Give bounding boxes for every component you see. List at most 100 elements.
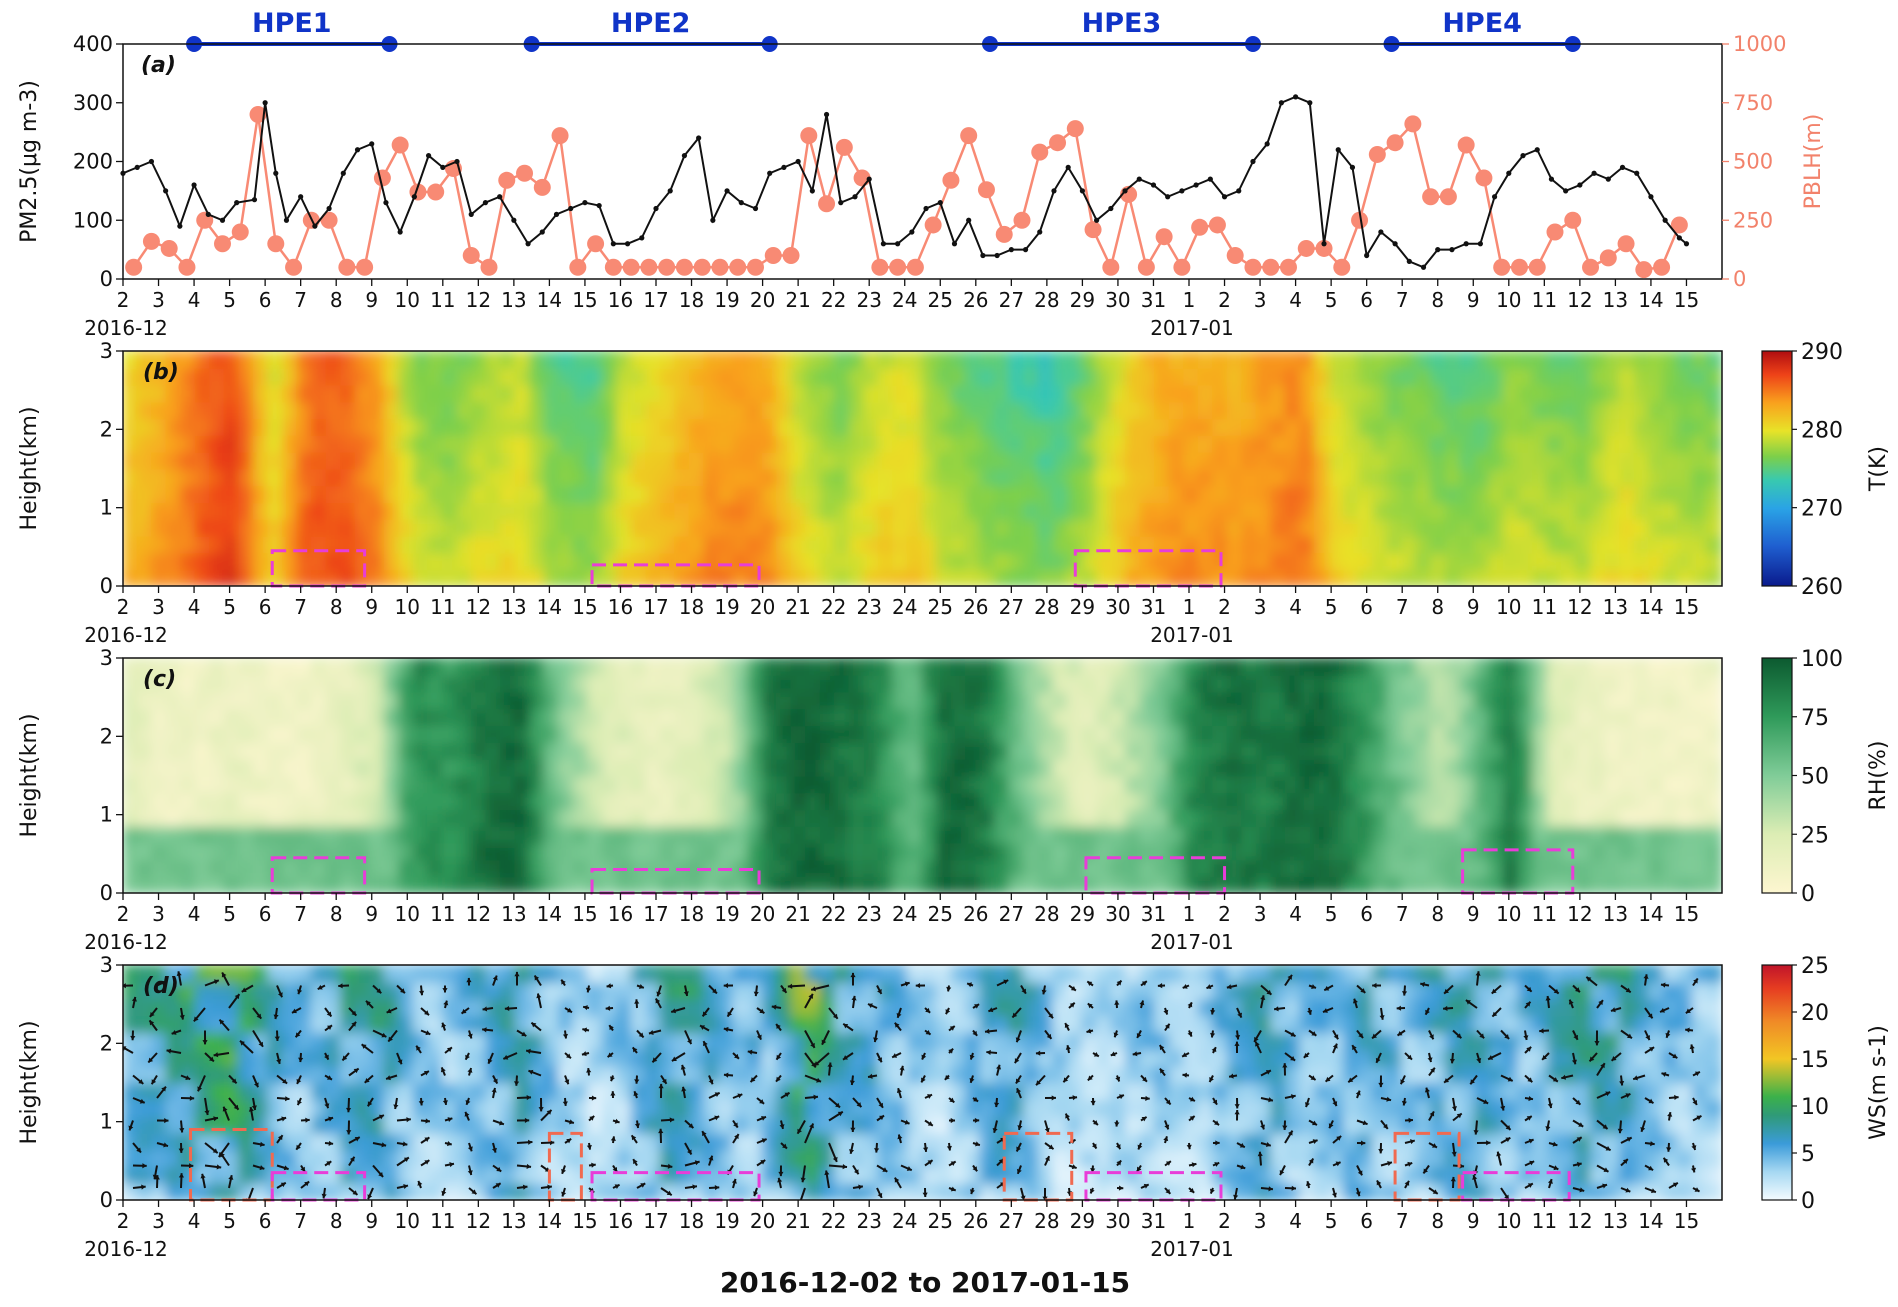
panel-b-cell — [194, 450, 212, 470]
panel-d-cell — [1415, 1182, 1433, 1200]
panel-b-cell — [1706, 433, 1722, 453]
panel-b-cell — [717, 517, 735, 537]
panel-c-cell — [1081, 757, 1098, 777]
panel-b-cell — [892, 450, 909, 470]
panel-d-cell — [892, 1182, 909, 1200]
panel-c-cell — [732, 808, 750, 827]
panel-c-cell — [921, 774, 939, 794]
panel-d-cell — [1386, 1064, 1404, 1084]
panel-c-cell — [717, 673, 735, 693]
panel-b-cell — [1488, 400, 1505, 420]
panel-d-cell — [1343, 980, 1360, 1000]
panel-b-cell — [1328, 484, 1346, 504]
panel-c-cell — [1299, 841, 1316, 861]
panel-d-cell — [470, 1014, 488, 1034]
panel-d-cell — [499, 1182, 517, 1200]
panel-c-cell — [354, 673, 372, 693]
panel-c-cell — [369, 808, 386, 827]
panel-b-cell — [587, 366, 604, 386]
panel-b-cell — [529, 433, 546, 453]
panel-c-cell — [1037, 673, 1055, 693]
panel-c-xtick-label: 3 — [152, 902, 165, 926]
panel-c-cell — [470, 774, 488, 794]
panel-b-cell — [296, 534, 313, 554]
panel-b-cell — [1662, 534, 1680, 554]
panel-c-cell — [601, 858, 619, 878]
panel-b-cell — [470, 417, 488, 436]
panel-d-cell — [863, 1115, 880, 1134]
panel-c-cell — [1255, 724, 1273, 743]
panel-b-cell — [1415, 383, 1433, 403]
panel-d-cell — [834, 997, 851, 1017]
panel-d-cell — [790, 965, 808, 983]
pm25-point — [525, 241, 531, 247]
panel-c-cell — [630, 707, 648, 727]
panel-b-cell — [1023, 501, 1040, 520]
panel-c-cell — [1299, 808, 1316, 827]
panel-c-cell — [1343, 774, 1360, 794]
panel-c-cell — [674, 841, 691, 861]
panel-b-cell — [441, 383, 459, 403]
panel-b-cell — [1575, 534, 1593, 554]
panel-b-cell — [281, 484, 299, 504]
panel-c-cell — [688, 690, 706, 710]
panel-c-cell — [1401, 791, 1418, 811]
panel-c-xtick-label: 14 — [1638, 902, 1663, 926]
panel-b-cell — [994, 417, 1011, 436]
panel-b-cell — [1139, 467, 1157, 487]
panel-d-cell — [616, 980, 633, 1000]
panel-b-cell — [1023, 484, 1040, 504]
panel-c-cell — [921, 824, 939, 844]
panel-b-cell — [151, 351, 168, 369]
panel-d-cell — [790, 1098, 808, 1118]
panel-b-cell — [1226, 568, 1244, 586]
panel-c-cell — [180, 841, 197, 861]
panel-b-cell — [1619, 366, 1636, 386]
panel-b-cell — [514, 568, 532, 586]
panel-d-cell — [1197, 1182, 1215, 1200]
pblh-point — [285, 258, 303, 276]
panel-b-cell — [123, 417, 139, 436]
panel-c-cell — [296, 690, 313, 710]
panel-c-cell — [1357, 707, 1375, 727]
panel-c-cell — [906, 690, 924, 710]
panel-c-cell — [761, 658, 779, 676]
panel-d-cell — [892, 1031, 909, 1050]
panel-d-cell — [281, 980, 299, 1000]
panel-d-cell — [703, 1064, 720, 1084]
panel-c-cell — [209, 658, 226, 676]
panel-b-cell — [1401, 551, 1418, 571]
panel-c-cell — [805, 791, 822, 811]
panel-b-cell — [1633, 400, 1651, 420]
panel-d-cell — [194, 1014, 212, 1034]
panel-d-cell — [514, 1131, 532, 1151]
pblh-point — [178, 258, 196, 276]
panel-d-cell — [863, 1182, 880, 1200]
panel-a-xtick-label: 3 — [1254, 288, 1267, 312]
panel-b-cell — [543, 433, 561, 453]
panel-b-cell — [994, 351, 1011, 369]
panel-b-cell — [877, 484, 895, 504]
panel-d-cell — [209, 1064, 226, 1084]
panel-c-cell — [1154, 740, 1171, 760]
panel-b-cell — [354, 501, 372, 520]
panel-d-cell — [587, 1031, 604, 1050]
panel-c-cell — [1299, 740, 1316, 760]
panel-b-cell — [1270, 450, 1287, 470]
panel-c-cell — [1459, 707, 1476, 727]
panel-b-cell — [238, 351, 255, 369]
panel-d-cell — [296, 997, 313, 1017]
panel-b-cell — [1052, 501, 1069, 520]
panel-a-ylabel-left: PM2.5(μg m-3) — [17, 80, 42, 243]
panel-b-cell — [1401, 351, 1418, 369]
panel-c-cell — [1372, 858, 1389, 878]
panel-c-cell — [645, 824, 662, 844]
panel-d-cell — [1052, 1047, 1069, 1067]
panel-d-cell — [587, 1081, 604, 1101]
panel-c-cell — [906, 791, 924, 811]
pm25-point — [880, 241, 887, 247]
panel-c-cell — [1401, 858, 1418, 878]
panel-c-cell — [1139, 673, 1157, 693]
panel-a-ytick-label-right: 250 — [1733, 208, 1773, 232]
panel-c-cell — [1313, 858, 1331, 878]
